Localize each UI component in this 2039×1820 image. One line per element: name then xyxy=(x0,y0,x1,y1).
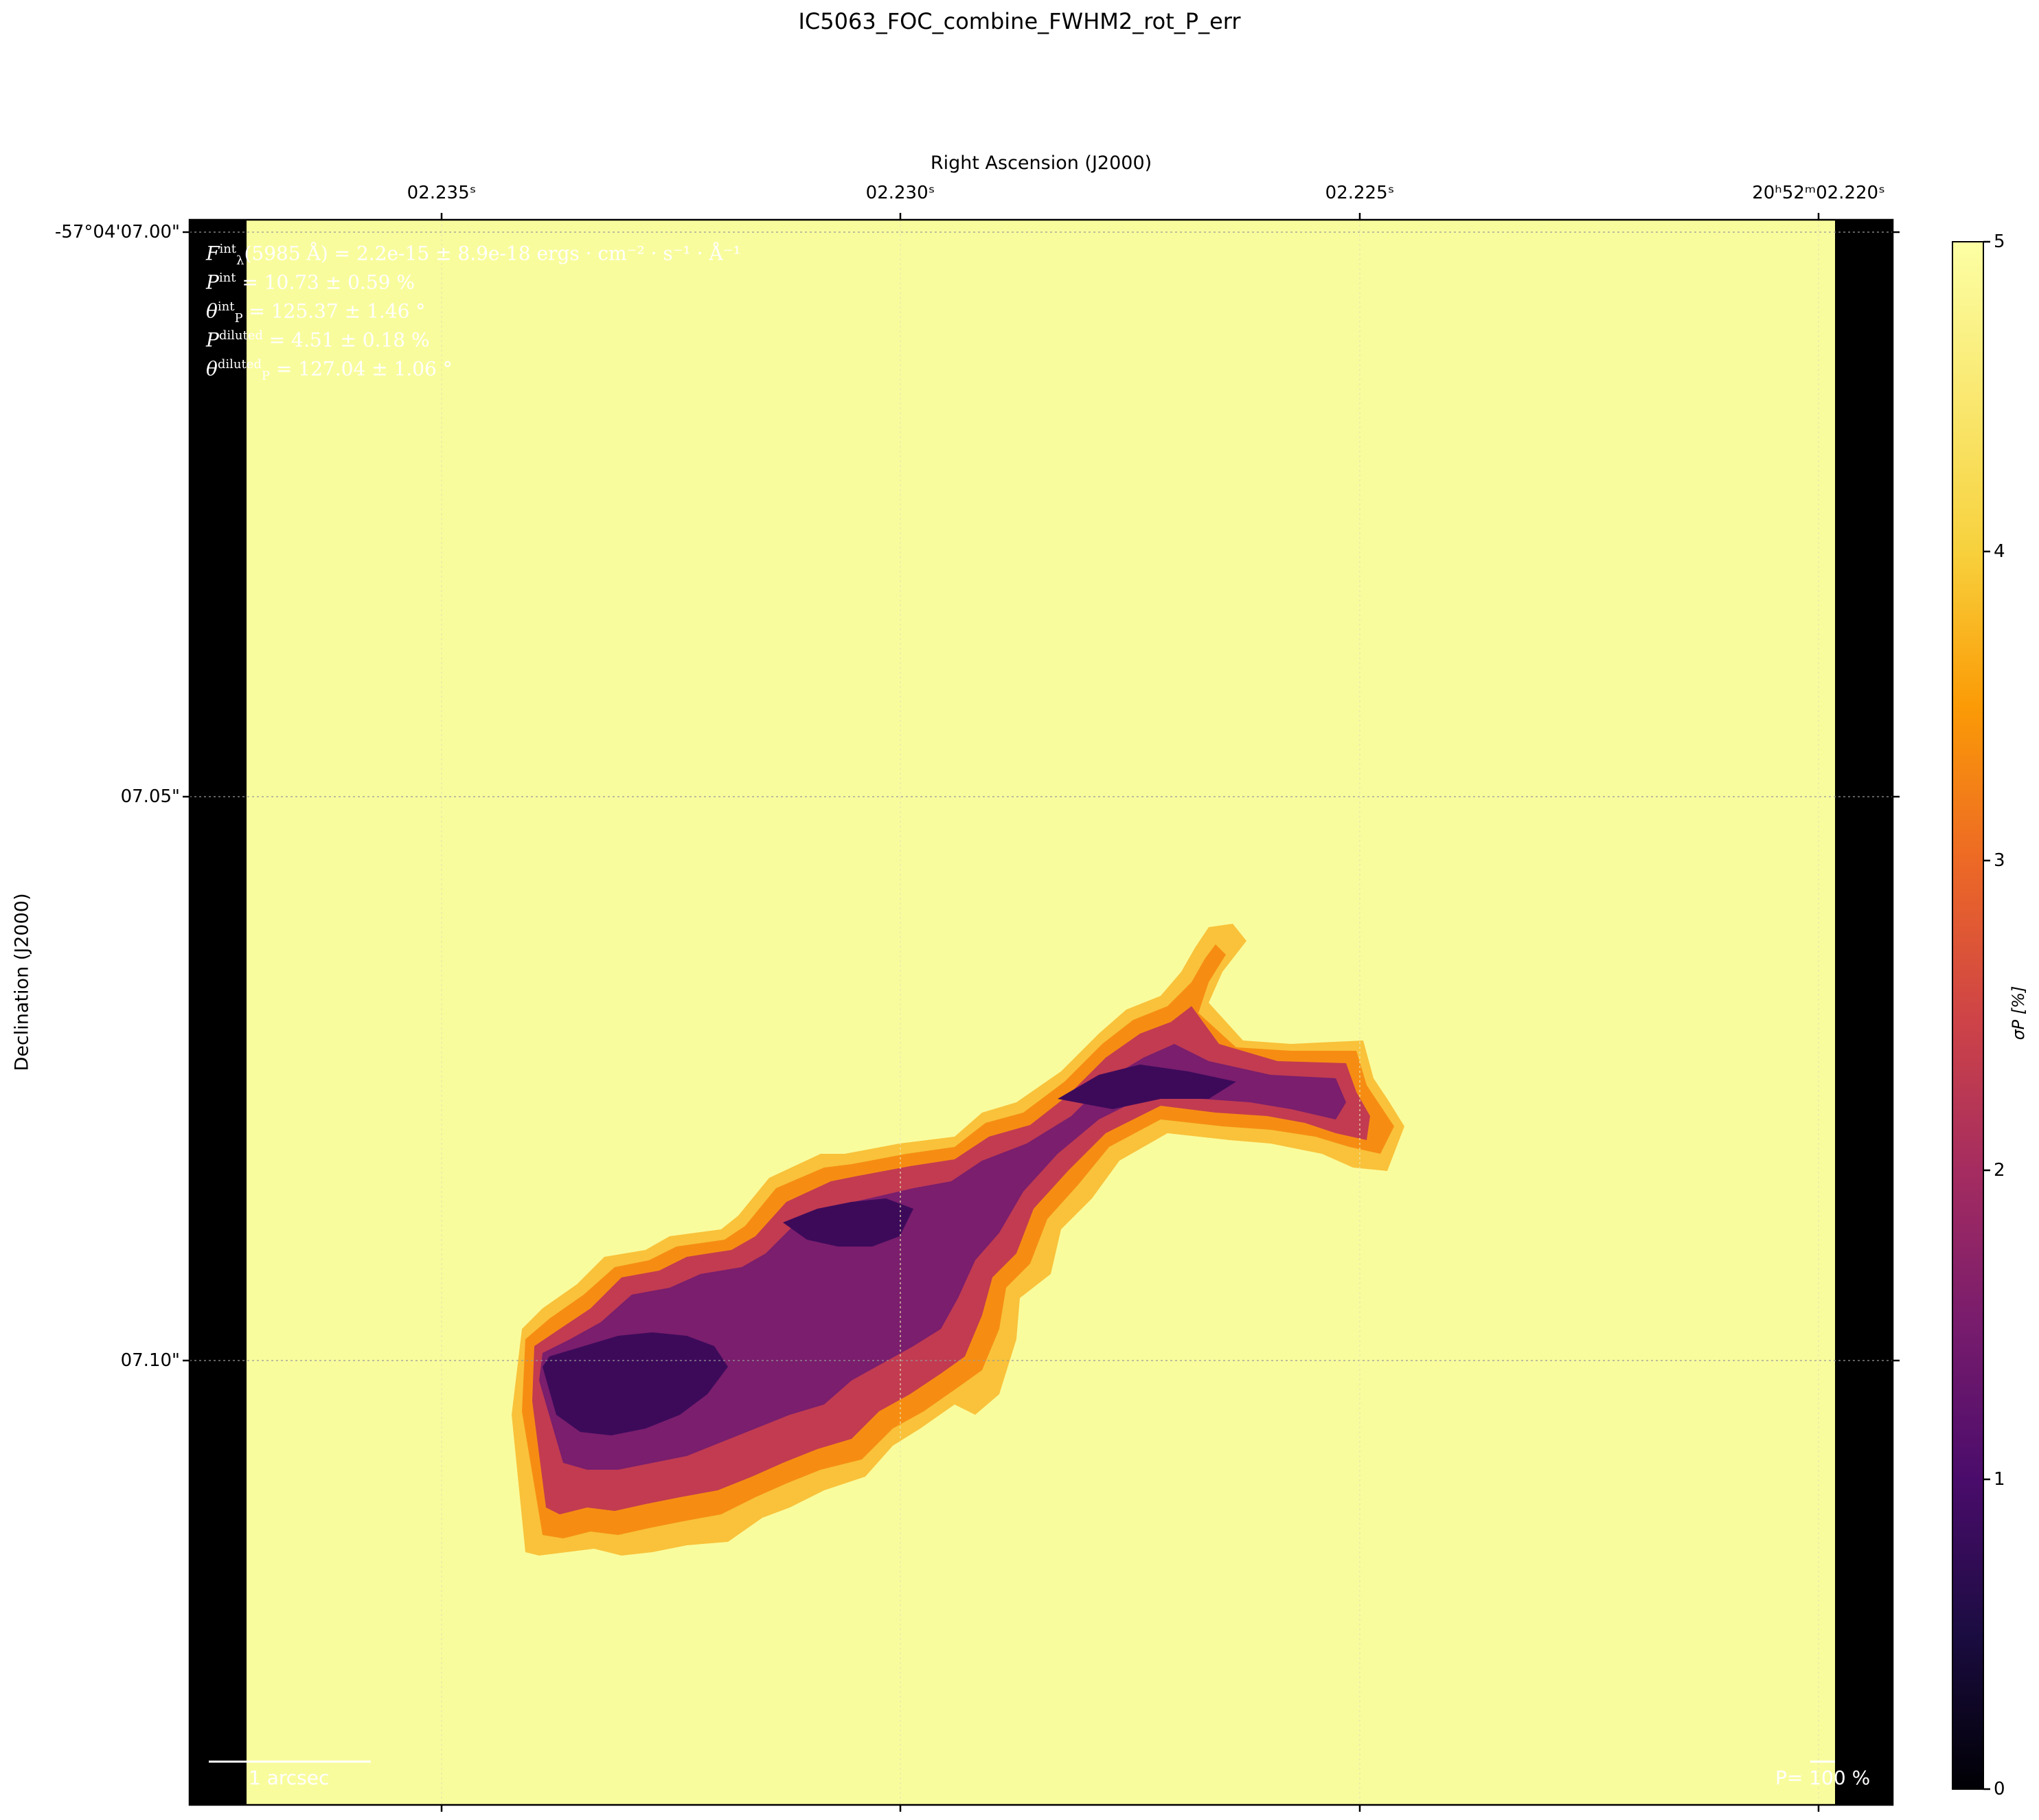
chart-title: IC5063_FOC_combine_FWHM2_rot_P_err xyxy=(798,8,1241,34)
region-core-ne xyxy=(1058,1065,1236,1109)
colorbar-tick-label: 4 xyxy=(1994,541,2005,562)
region-core-sw xyxy=(543,1332,728,1435)
x-tick-label: 20ʰ52ᵐ02.220ˢ xyxy=(1752,183,1885,203)
annotation-flux: Fintλ(5985 Å) = 2.2e-15 ± 8.9e-18 ergs ·… xyxy=(206,242,741,268)
annotation-p-diluted: Pdiluted = 4.51 ± 0.18 % xyxy=(206,328,430,352)
annotation-theta-diluted: θdilutedP = 127.04 ± 1.06 ° xyxy=(206,357,453,383)
colorbar-tick-label: 2 xyxy=(1994,1160,2005,1181)
left-mask xyxy=(190,220,247,1805)
annotation-p-int: Pint = 10.73 ± 0.59 % xyxy=(206,271,415,294)
emission-region xyxy=(512,924,1404,1556)
colorbar-tick-label: 3 xyxy=(1994,850,2005,871)
x-tick-label: 02.225ˢ xyxy=(1325,183,1395,203)
colorbar-tick-label: 1 xyxy=(1994,1469,2005,1490)
colorbar xyxy=(1952,241,1984,1790)
colorbar-label: σP [%] xyxy=(2009,986,2028,1040)
axes-frame xyxy=(188,218,1894,1806)
x-tick-label: 02.235ˢ xyxy=(407,183,477,203)
tick-marks xyxy=(183,213,1900,1812)
right-mask xyxy=(1835,220,1893,1805)
x-tick-label: 02.230ˢ xyxy=(865,183,935,203)
vector-scale-label: P= 100 % xyxy=(1775,1766,1871,1789)
colorbar-tick-label: 5 xyxy=(1994,231,2005,252)
scale-bar-label: 1 arcsec xyxy=(249,1766,330,1789)
colorbar-ticks xyxy=(1983,240,1990,1790)
region-purple xyxy=(539,1044,1346,1470)
y-tick-label: 07.05" xyxy=(120,786,180,807)
x-axis-label: Right Ascension (J2000) xyxy=(930,152,1152,174)
grid-lines xyxy=(190,220,1893,1805)
annotation-theta-int: θintP = 125.37 ± 1.46 ° xyxy=(206,299,426,326)
map-background xyxy=(190,220,1893,1805)
y-tick-label: 07.10" xyxy=(120,1350,180,1371)
region-core-mid xyxy=(783,1198,913,1247)
colorbar-tick-label: 0 xyxy=(1994,1779,2005,1799)
y-tick-label: -57°04'07.00" xyxy=(54,222,180,242)
